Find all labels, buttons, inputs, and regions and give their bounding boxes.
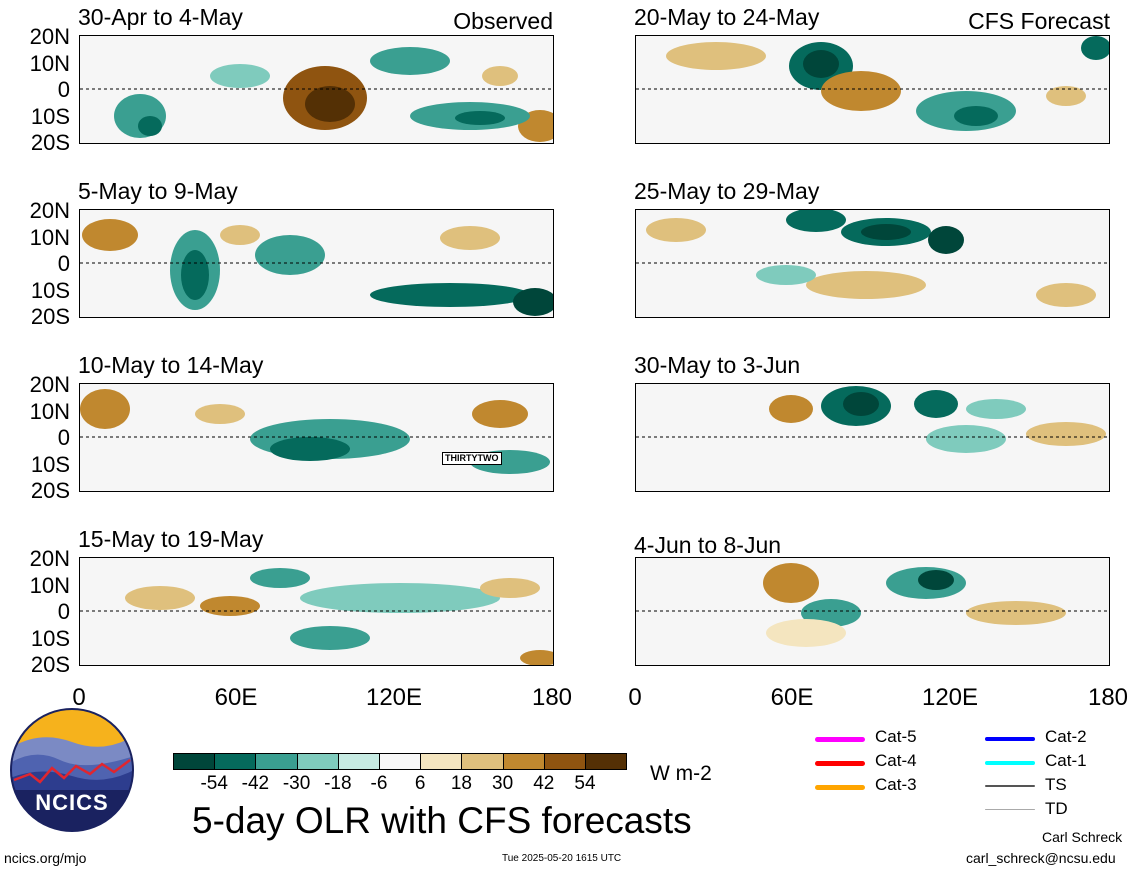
storm-label-thirtytwo: THIRTYTWO: [442, 452, 502, 465]
ncics-logo: NCICS: [10, 708, 134, 832]
lon-label-180: 180: [531, 684, 573, 711]
panel-title-3: 5-May to 9-May: [78, 178, 238, 204]
colorbar-swatch: [461, 753, 504, 770]
legend-label-cat-1: Cat-1: [1045, 751, 1087, 770]
olr-field-panel-1: [80, 47, 553, 142]
olr-field-panel-2: [636, 36, 1109, 131]
main-title: 5-day OLR with CFS forecasts: [192, 800, 692, 841]
colorbar-swatch: [173, 753, 216, 770]
olr-field-panel-8: [636, 563, 1109, 647]
panel-title-5: 10-May to 14-May: [78, 352, 264, 378]
lat-label-20n: 20N: [29, 24, 70, 49]
panel-tag-cfs-forecast: CFS Forecast: [968, 8, 1110, 34]
author-name: Carl Schreck: [1042, 829, 1123, 845]
olr-field-panel-3: [80, 219, 553, 316]
ncics-logo-graphic: [10, 708, 134, 832]
lon-label-0: 0: [72, 684, 86, 711]
colorbar-label: 6: [414, 773, 426, 794]
lon-label-180: 180: [1087, 684, 1129, 711]
author-email[interactable]: carl_schreck@ncsu.edu: [966, 850, 1116, 866]
colorbar-label: -42: [241, 773, 270, 794]
map-panel-7: [79, 557, 554, 666]
colorbar-swatch: [585, 753, 628, 770]
map-panel-5: THIRTYTWO: [79, 383, 554, 492]
lat-label-20s: 20S: [30, 478, 70, 503]
map-panel-8: [635, 557, 1110, 666]
map-panel-3: [79, 209, 554, 318]
legend-line-cat-3: [815, 785, 865, 790]
colorbar-swatch: [502, 753, 545, 770]
colorbar-swatch: [214, 753, 257, 770]
panel-title-6: 30-May to 3-Jun: [634, 352, 801, 378]
map-panel-1: [79, 35, 554, 144]
panel-title-2: 20-May to 24-May: [634, 4, 820, 30]
legend-label-cat-5: Cat-5: [875, 727, 917, 746]
legend-label-ts: TS: [1045, 775, 1067, 794]
colorbar-swatch: [337, 753, 380, 770]
lat-label-20s: 20S: [30, 130, 70, 155]
lon-label-120e: 120E: [921, 684, 979, 711]
colorbar-units: W m-2: [650, 762, 712, 785]
panel-title-7: 15-May to 19-May: [78, 526, 264, 552]
lon-label-60e: 60E: [214, 684, 258, 711]
panel-title-1: 30-Apr to 4-May: [78, 4, 243, 30]
map-panel-2: [635, 35, 1110, 144]
website-link[interactable]: ncics.org/mjo: [4, 850, 87, 866]
lat-label-10n: 10N: [29, 399, 70, 424]
lat-label-0: 0: [57, 251, 70, 276]
colorbar-swatch: [379, 753, 422, 770]
logo-text: NCICS: [35, 790, 109, 815]
legend-line-cat-4: [815, 761, 865, 766]
lon-label-60e: 60E: [770, 684, 814, 711]
panel-title-4: 25-May to 29-May: [634, 178, 820, 204]
olr-field-panel-4: [636, 210, 1109, 307]
colorbar-label: 42: [533, 773, 555, 794]
olr-field-panel-5: [80, 389, 553, 474]
panel-title-8: 4-Jun to 8-Jun: [634, 532, 782, 558]
legend-line-td: [985, 809, 1035, 810]
lat-label-10s: 10S: [30, 278, 70, 303]
timestamp: Tue 2025-05-20 1615 UTC: [502, 853, 622, 864]
colorbar-swatch: [296, 753, 339, 770]
colorbar-label: -30: [282, 773, 311, 794]
colorbar-label: 30: [492, 773, 514, 794]
legend-label-cat-4: Cat-4: [875, 751, 917, 770]
lat-label-10n: 10N: [29, 573, 70, 598]
colorbar-label: -18: [324, 773, 352, 794]
lat-label-10s: 10S: [30, 452, 70, 477]
map-panel-4: [635, 209, 1110, 318]
legend-line-ts: [985, 785, 1035, 787]
colorbar-label: -54: [200, 773, 228, 794]
lat-label-20n: 20N: [29, 198, 70, 223]
colorbar-label: -6: [370, 773, 388, 794]
map-panel-6: [635, 383, 1110, 492]
olr-field-panel-6: [636, 386, 1109, 453]
lat-label-20n: 20N: [29, 546, 70, 571]
legend-line-cat-2: [985, 737, 1035, 741]
lat-label-0: 0: [57, 425, 70, 450]
lat-label-10s: 10S: [30, 104, 70, 129]
legend-label-cat-3: Cat-3: [875, 775, 917, 794]
lat-label-0: 0: [57, 77, 70, 102]
lat-label-10n: 10N: [29, 51, 70, 76]
lat-label-20s: 20S: [30, 304, 70, 329]
colorbar-swatch: [543, 753, 586, 770]
lon-label-0: 0: [628, 684, 642, 711]
colorbar-label: 18: [450, 773, 472, 794]
panel-tag-observed: Observed: [453, 8, 553, 34]
legend-line-cat-1: [985, 761, 1035, 765]
lat-label-0: 0: [57, 599, 70, 624]
legend-label-cat-2: Cat-2: [1045, 727, 1087, 746]
legend-line-cat-5: [815, 737, 865, 742]
colorbar-swatch: [255, 753, 298, 770]
colorbar-label: 54: [574, 773, 596, 794]
lat-label-20n: 20N: [29, 372, 70, 397]
lat-label-10s: 10S: [30, 626, 70, 651]
lat-label-10n: 10N: [29, 225, 70, 250]
lon-label-120e: 120E: [365, 684, 423, 711]
colorbar-swatch: [420, 753, 463, 770]
legend-label-td: TD: [1045, 799, 1068, 818]
olr-field-panel-7: [80, 568, 553, 665]
lat-label-20s: 20S: [30, 652, 70, 677]
